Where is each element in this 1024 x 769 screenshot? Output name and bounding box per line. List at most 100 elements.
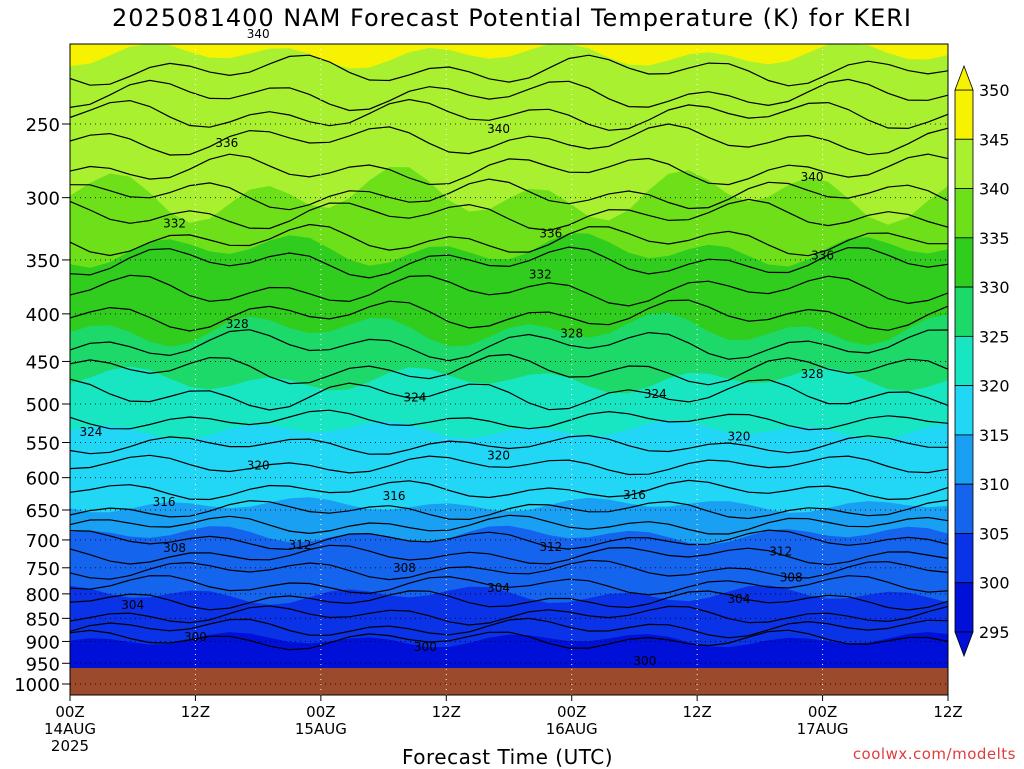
x-tick-label: 12Z (432, 703, 461, 721)
contour-line (69, 629, 949, 651)
colorbar-segment (954, 385, 974, 436)
colorbar-label: 340 (979, 180, 1010, 199)
contour-line (69, 329, 949, 362)
colorbar-label: 320 (979, 377, 1010, 396)
colorbar-label: 315 (979, 426, 1010, 445)
contour-label: 324 (79, 425, 102, 439)
contour-label: 304 (727, 592, 750, 606)
x-tick-label: 16AUG (546, 720, 598, 738)
contour-label: 300 (184, 630, 207, 644)
contour-label: 340 (487, 122, 510, 136)
contour-line (69, 499, 949, 521)
contour-line (69, 529, 949, 551)
contour-line (69, 274, 949, 307)
contour-label: 332 (163, 217, 186, 231)
contour-line (69, 299, 949, 332)
y-tick-label: 1000 (14, 675, 60, 696)
contour-label: 316 (383, 489, 406, 503)
contour-line (69, 353, 949, 386)
contour-line (69, 98, 949, 131)
y-tick-label: 600 (26, 469, 60, 490)
x-tick-label: 00Z (808, 703, 837, 721)
contour-label: 312 (539, 540, 562, 554)
contour-label: 304 (487, 581, 510, 595)
y-tick-label: 250 (26, 115, 60, 136)
x-tick-label: 12Z (682, 703, 711, 721)
y-tick-label: 700 (26, 531, 60, 552)
contour-line (69, 223, 948, 257)
x-tick-label: 15AUG (295, 720, 347, 738)
contour-line (69, 153, 949, 186)
contour-line (69, 246, 949, 279)
contour-label: 340 (801, 170, 824, 184)
x-axis-title: Forecast Time (UTC) (402, 745, 614, 769)
colorbar-segment (954, 434, 974, 485)
contour-line (69, 617, 949, 639)
contour-label: 320 (487, 449, 510, 463)
contour-label: 336 (215, 136, 238, 150)
x-tick-label: 12Z (181, 703, 210, 721)
colorbar-label: 350 (979, 81, 1010, 100)
contour-label: 328 (226, 317, 249, 331)
contour-label: 328 (560, 327, 583, 341)
colorbar-label: 305 (979, 524, 1010, 543)
colorbar-segment (954, 89, 974, 140)
colorbar-label: 335 (979, 229, 1010, 248)
y-tick-label: 300 (26, 189, 60, 210)
x-tick-label: 00Z (306, 703, 335, 721)
contour-line (69, 434, 949, 455)
x-tick-label: 2025 (51, 737, 89, 755)
colorbar-segment (954, 335, 974, 387)
contour-label: 308 (393, 561, 416, 575)
contour-line (69, 575, 949, 596)
plot-frame (69, 43, 949, 696)
contour-label: 300 (633, 654, 656, 668)
y-tick-label: 850 (26, 609, 60, 630)
contour-line (69, 378, 949, 411)
contour-label: 324 (403, 390, 426, 404)
y-tick-label: 900 (26, 632, 60, 653)
colorbar-label: 295 (979, 623, 1010, 642)
contour-line (69, 559, 949, 581)
colorbar-segment (954, 533, 974, 584)
y-tick-label: 750 (26, 559, 60, 580)
contour-label: 336 (539, 227, 562, 241)
y-tick-label: 650 (26, 501, 60, 522)
colorbar-label: 310 (979, 475, 1010, 494)
x-tick-label: 12Z (933, 703, 962, 721)
credit-link[interactable]: coolwx.com/modelts (852, 745, 1016, 763)
contour-label: 304 (121, 598, 144, 612)
colorbar-bottom-arrow (954, 631, 974, 658)
contour-label: 316 (153, 495, 176, 509)
y-tick-label: 350 (26, 251, 60, 272)
contour-label: 328 (801, 367, 824, 381)
y-tick-label: 950 (26, 654, 60, 675)
contour-line (69, 479, 949, 501)
colorbar-segment (954, 138, 974, 189)
contour-label: 308 (780, 570, 803, 584)
contour-label: 324 (644, 387, 667, 401)
y-tick-label: 550 (26, 434, 60, 455)
x-tick-label: 17AUG (797, 720, 849, 738)
contour-label: 320 (247, 458, 270, 472)
contour-label: 336 (811, 248, 834, 262)
colorbar-label: 330 (979, 278, 1010, 297)
contour-line (69, 123, 949, 156)
contour-label: 320 (727, 430, 750, 444)
contour-label: 312 (769, 544, 792, 558)
contour-label: 332 (529, 268, 552, 282)
contour-label: 300 (414, 640, 437, 654)
contour-label: 316 (623, 488, 646, 502)
y-tick-label: 450 (26, 352, 60, 373)
x-tick-label: 14AUG (44, 720, 96, 738)
contour-label: 312 (288, 538, 311, 552)
y-tick-label: 400 (26, 305, 60, 326)
colorbar-label: 300 (979, 574, 1010, 593)
contour-label: 340 (247, 27, 270, 41)
contour-line (69, 514, 949, 535)
contour-line (69, 198, 949, 232)
contour-line (69, 78, 949, 112)
contour-line (69, 178, 949, 211)
